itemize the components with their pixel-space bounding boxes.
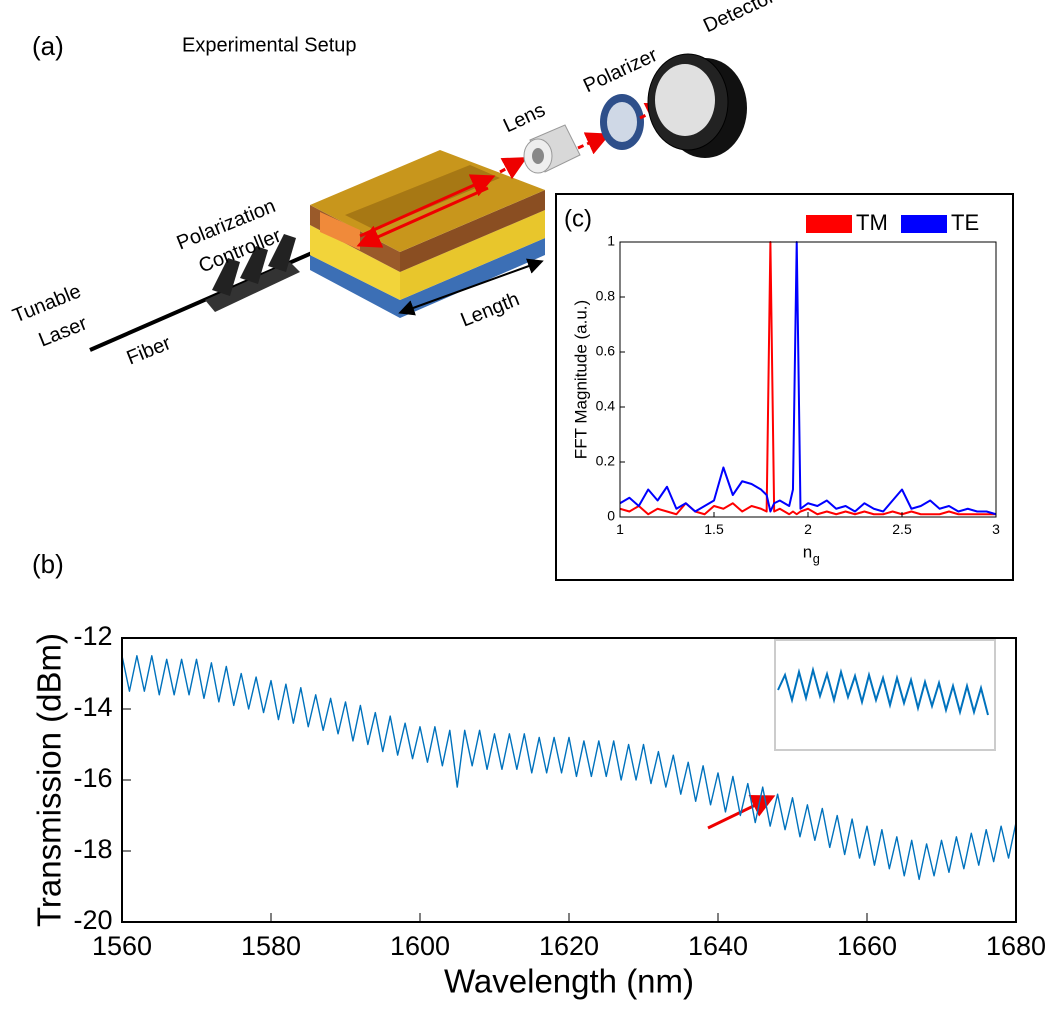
x-axis-label-subscript: g (813, 551, 820, 566)
setup-label: Fiber (124, 332, 175, 370)
x-tick-label: 1600 (390, 931, 450, 961)
x-tick-label: 1660 (837, 931, 897, 961)
y-tick-label: 1 (607, 233, 615, 249)
lens (523, 124, 581, 174)
length-arrow (398, 258, 544, 316)
setup-title: Experimental Setup (182, 34, 357, 56)
waveguide-chip (310, 150, 545, 318)
detector (647, 53, 747, 158)
x-axis-label: n (803, 542, 812, 561)
y-tick-label: 0.8 (596, 288, 616, 304)
panel-label: (b) (32, 549, 64, 579)
y-tick-label: -12 (74, 621, 113, 651)
data-line (121, 655, 1017, 881)
x-tick-label: 2 (804, 521, 812, 537)
legend-swatch (806, 215, 852, 233)
legend-swatch (901, 215, 947, 233)
panel-label: (c) (564, 205, 592, 232)
panel-label: (a) (32, 31, 64, 61)
x-tick-label: 1640 (688, 931, 748, 961)
y-axis-label: FFT Magnitude (a.u.) (571, 300, 590, 459)
x-tick-label: 1 (616, 521, 624, 537)
x-tick-label: 1680 (986, 931, 1046, 961)
setup-label: Laser (36, 312, 91, 351)
y-tick-label: 0.6 (596, 343, 616, 359)
x-tick-label: 1560 (92, 931, 152, 961)
x-tick-label: 2.5 (892, 521, 912, 537)
y-tick-label: 0.2 (596, 453, 616, 469)
polarization-controller (205, 234, 300, 312)
legend-label: TE (951, 210, 979, 235)
y-tick-label: -18 (74, 834, 113, 864)
legend-label: TM (856, 210, 888, 235)
x-tick-label: 1580 (241, 931, 301, 961)
x-tick-label: 1620 (539, 931, 599, 961)
y-tick-label: -16 (74, 763, 113, 793)
polarizer (600, 94, 644, 150)
inset-panel (555, 193, 1014, 581)
y-tick-label: 0 (607, 508, 615, 524)
setup-label: Lens (500, 99, 549, 137)
x-axis-label: Wavelength (nm) (444, 963, 694, 1000)
y-tick-label: 0.4 (596, 398, 616, 414)
y-axis-label: Transmission (dBm) (31, 633, 68, 927)
setup-label: Length (458, 288, 523, 331)
y-tick-label: -20 (74, 905, 113, 935)
x-tick-label: 3 (992, 521, 1000, 537)
x-tick-label: 1.5 (704, 521, 724, 537)
y-tick-label: -14 (74, 692, 113, 722)
zoom-inset (707, 639, 996, 830)
setup-label: Detector (700, 0, 778, 37)
